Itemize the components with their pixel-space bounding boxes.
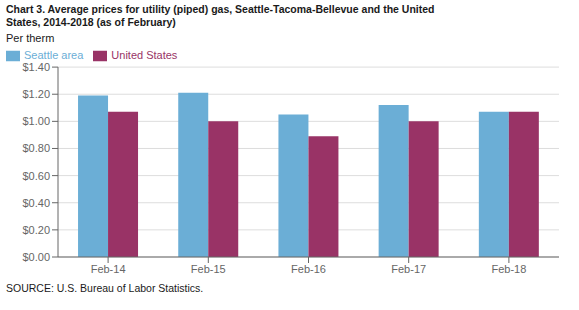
html-text:States, 2014-2018 (as of Febru: States, 2014-2018 (as of February) [6,16,176,28]
html-text:Per therm: Per therm [6,32,55,44]
svg-text:$0.80: $0.80 [22,142,50,154]
svg-text:$1.00: $1.00 [22,115,50,127]
html-text:Seattle area: Seattle area [24,49,84,61]
svg-text:Feb-15: Feb-15 [191,263,226,275]
svg-text:$0.40: $0.40 [22,197,50,209]
svg-text:$0.00: $0.00 [22,251,50,263]
svg-text:Feb-17: Feb-17 [391,263,426,275]
svg-text:$0.20: $0.20 [22,224,50,236]
svg-text:$1.40: $1.40 [22,61,50,73]
svg-text:$1.20: $1.20 [22,88,50,100]
svg-text:Feb-14: Feb-14 [91,263,126,275]
html-text:Chart 3. Average prices for ut: Chart 3. Average prices for utility (pip… [6,3,435,15]
svg-text:Feb-18: Feb-18 [491,263,526,275]
svg-text:Feb-16: Feb-16 [291,263,326,275]
html-text:United States: United States [111,49,178,61]
svg-text:$0.60: $0.60 [22,170,50,182]
html-text:SOURCE: U.S. Bureau of Labor S: SOURCE: U.S. Bureau of Labor Statistics. [6,282,204,294]
